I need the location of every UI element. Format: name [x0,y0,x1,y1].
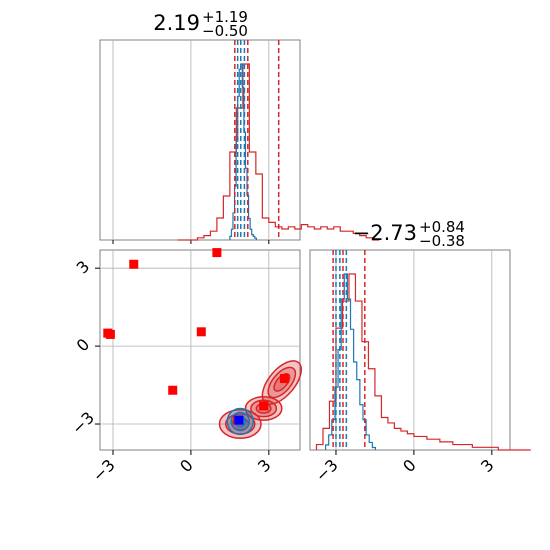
p1-xaxis-label-1: 0 [399,455,420,476]
panel-param0-hist-histograms [177,63,380,241]
panel-param0-hist-frame [99,39,301,241]
param1-title-minus: −0.38 [419,232,465,250]
marker-red-4 [196,327,206,337]
panel-param0-title: 2.19 +1.19 −0.50 [153,8,248,40]
p2d-xaxis-label-2: 3 [254,455,275,476]
marker-red-2 [129,259,139,269]
param0-title-minus: −0.50 [202,22,248,40]
p2d-xaxis-label-0: −3 [89,455,119,485]
p1-xaxis-label-2: 3 [477,455,498,476]
panel-2d-markers [103,248,289,425]
p2d-xaxis-label-1: 0 [176,455,197,476]
marker-red-3 [168,385,178,395]
marker-red-7 [279,374,289,384]
marker-red-5 [212,248,222,258]
panel-2d-x-ticks: −3 0 3 [89,450,275,486]
p2d-yaxis-label-1: 0 [73,335,94,356]
hist-red-param0 [177,63,380,241]
marker-red-6 [259,401,269,411]
panel-param0-quantile-lines [234,40,280,240]
panel-param1-vs-param0: −3 0 3 −3 0 3 [68,248,303,486]
marker-red-1 [105,329,115,339]
panel-2d-y-ticks: −3 0 3 [68,257,100,438]
panel-param0-hist-grid [112,40,270,244]
param0-title-plus: +1.19 [202,8,248,26]
p2d-yaxis-label-0: −3 [68,408,98,438]
hist-blue-param0 [229,63,257,240]
panel-param0-hist: 2.19 +1.19 −0.50 [99,8,380,244]
param1-title-value: −2.73 [353,221,417,245]
param1-title-plus: +0.84 [419,218,465,236]
p1-xaxis-label-0: −3 [312,455,342,485]
p2d-yaxis-label-2: 3 [73,257,94,278]
panel-param1-title: −2.73 +0.84 −0.38 [353,218,465,250]
marker-blue-0 [234,415,244,425]
panel-param1-x-ticks: −3 0 3 [312,450,498,486]
panel-param1-hist: −3 0 3 −2.73 +0.84 −0.38 [309,218,531,486]
panel-param1-quantile-lines [332,250,366,450]
param0-title-value: 2.19 [153,11,200,35]
